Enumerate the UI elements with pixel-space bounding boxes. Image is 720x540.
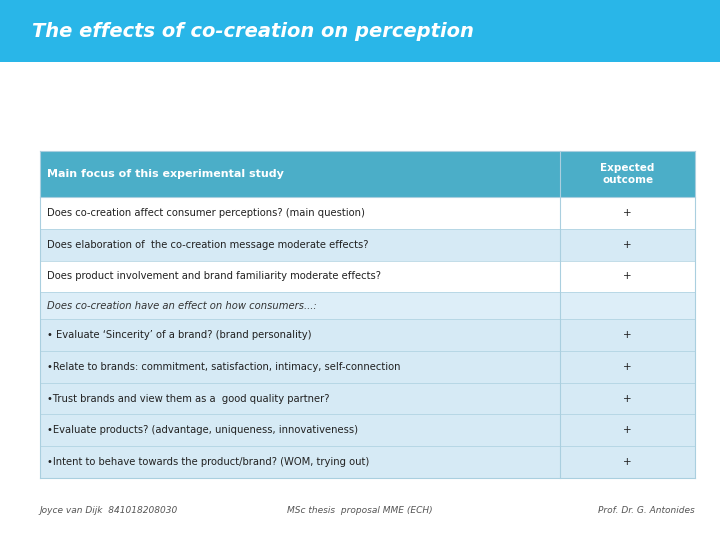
Text: +: + <box>624 394 632 403</box>
Text: Main focus of this experimental study: Main focus of this experimental study <box>47 169 284 179</box>
Bar <box>40 292 560 319</box>
Bar <box>40 261 560 292</box>
Text: +: + <box>624 457 632 467</box>
Bar <box>40 151 560 197</box>
Bar <box>560 414 695 446</box>
Text: Prof. Dr. G. Antonides: Prof. Dr. G. Antonides <box>598 506 695 515</box>
Bar <box>40 414 560 446</box>
Bar <box>560 351 695 383</box>
Bar <box>560 151 695 197</box>
Bar <box>560 319 695 351</box>
Text: Joyce van Dijk  841018208030: Joyce van Dijk 841018208030 <box>40 506 178 515</box>
Text: Expected
outcome: Expected outcome <box>600 163 654 185</box>
Bar <box>560 229 695 261</box>
Bar <box>560 383 695 414</box>
Text: •Evaluate products? (advantage, uniqueness, innovativeness): •Evaluate products? (advantage, uniquene… <box>47 426 358 435</box>
Text: MSc thesis  proposal MME (ECH): MSc thesis proposal MME (ECH) <box>287 506 433 515</box>
Text: •Intent to behave towards the product/brand? (WOM, trying out): •Intent to behave towards the product/br… <box>47 457 369 467</box>
Text: +: + <box>624 426 632 435</box>
Bar <box>40 446 560 478</box>
Bar <box>560 446 695 478</box>
Bar <box>0 0 720 62</box>
Text: Does product involvement and brand familiarity moderate effects?: Does product involvement and brand famil… <box>47 272 381 281</box>
Text: •Trust brands and view them as a  good quality partner?: •Trust brands and view them as a good qu… <box>47 394 329 403</box>
Text: •Relate to brands: commitment, satisfaction, intimacy, self-connection: •Relate to brands: commitment, satisfact… <box>47 362 400 372</box>
Bar <box>560 197 695 229</box>
Bar <box>40 229 560 261</box>
Text: The effects of co-creation on perception: The effects of co-creation on perception <box>32 22 474 40</box>
Bar <box>40 197 560 229</box>
Text: Does co-creation affect consumer perceptions? (main question): Does co-creation affect consumer percept… <box>47 208 364 218</box>
Text: Does elaboration of  the co-creation message moderate effects?: Does elaboration of the co-creation mess… <box>47 240 369 249</box>
Text: • Evaluate ‘Sincerity’ of a brand? (brand personality): • Evaluate ‘Sincerity’ of a brand? (bran… <box>47 330 311 340</box>
Text: Does co-creation have an effect on how consumers...:: Does co-creation have an effect on how c… <box>47 301 317 311</box>
Text: +: + <box>624 362 632 372</box>
Bar <box>560 261 695 292</box>
Bar <box>40 383 560 414</box>
Bar <box>40 351 560 383</box>
Text: +: + <box>624 208 632 218</box>
Bar <box>40 319 560 351</box>
Text: +: + <box>624 272 632 281</box>
Text: +: + <box>624 240 632 249</box>
Text: +: + <box>624 330 632 340</box>
Bar <box>560 292 695 319</box>
